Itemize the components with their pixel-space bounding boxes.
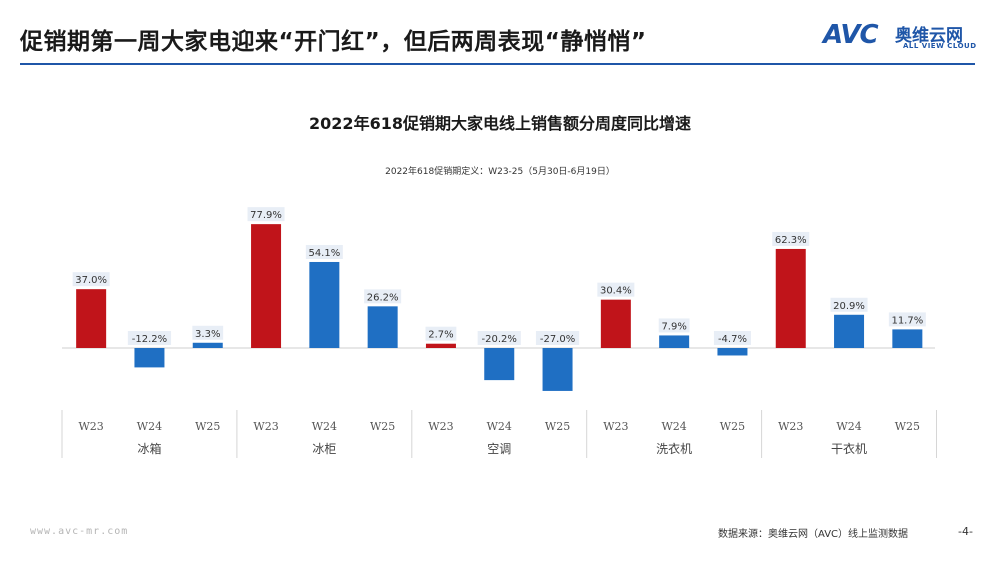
data-label: 26.2%: [367, 292, 399, 303]
bar-冰箱-W25: [192, 342, 223, 348]
logo-cn-text: 奥维云网: [895, 26, 963, 46]
week-tick-label: W25: [195, 420, 220, 433]
data-label-bg: [888, 312, 926, 327]
bar-冰箱-W23: [76, 289, 107, 348]
week-tick-label: W24: [661, 420, 686, 433]
bar-空调-W24: [484, 348, 515, 381]
data-label-bg: [772, 231, 810, 246]
data-label: -4.7%: [718, 334, 747, 345]
data-label: 62.3%: [775, 235, 807, 246]
week-tick-label: W24: [137, 420, 162, 433]
bar-洗衣机-W25: [717, 348, 748, 356]
category-label: 冰箱: [137, 441, 161, 456]
bar-冰柜-W24: [309, 261, 340, 348]
week-tick-label: W24: [312, 420, 337, 433]
week-tick-label: W24: [487, 420, 512, 433]
data-label: 54.1%: [308, 248, 340, 259]
bar-洗衣机-W24: [659, 335, 690, 348]
data-label-bg: [127, 331, 172, 345]
logo-mark: AVC: [823, 20, 879, 50]
bar-干衣机-W24: [834, 314, 865, 348]
data-label-bg: [535, 331, 580, 345]
data-label-bg: [364, 289, 402, 304]
data-label-bg: [477, 331, 521, 345]
data-source: 数据来源：奥维云网（AVC）线上监测数据: [718, 529, 909, 540]
data-label-bg: [192, 325, 224, 340]
week-tick-label: W25: [370, 420, 395, 433]
data-label: 30.4%: [600, 286, 632, 297]
data-label: 20.9%: [833, 301, 865, 312]
week-tick-label: W23: [603, 420, 628, 433]
week-tick-label: W23: [253, 420, 278, 433]
footer-site: www.avc-mr.com: [30, 526, 129, 537]
data-label-bg: [713, 331, 751, 345]
data-label-bg: [305, 244, 343, 259]
bar-空调-W25: [542, 348, 573, 391]
week-tick-label: W25: [545, 420, 570, 433]
category-label: 空调: [487, 442, 511, 456]
data-label-bg: [597, 282, 635, 297]
data-label: 77.9%: [250, 210, 282, 221]
bar-冰箱-W24: [134, 348, 165, 368]
data-label: 3.3%: [195, 329, 220, 340]
data-label-bg: [72, 272, 110, 287]
data-label-bg: [425, 326, 457, 341]
week-tick-label: W25: [720, 420, 745, 433]
header-divider: [20, 63, 975, 65]
data-label: 7.9%: [661, 321, 686, 332]
week-tick-label: W23: [428, 420, 453, 433]
bar-干衣机-W25: [892, 329, 923, 348]
chart-subtitle: 2022年618促销期定义：W23-25（5月30日-6月19日）: [385, 167, 615, 177]
week-tick-label: W25: [895, 420, 920, 433]
bar-空调-W23: [425, 343, 456, 348]
data-label: 37.0%: [75, 275, 107, 286]
week-tick-label: W24: [836, 420, 861, 433]
bar-干衣机-W23: [775, 248, 806, 348]
week-tick-label: W23: [778, 420, 803, 433]
logo-en-text: ALL VIEW CLOUD: [903, 42, 977, 50]
data-label-bg: [658, 318, 690, 333]
data-label: 11.7%: [891, 315, 923, 326]
data-label: -20.2%: [482, 334, 517, 345]
bar-冰柜-W25: [367, 306, 398, 348]
page-number: -4-: [958, 525, 973, 538]
category-label: 洗衣机: [656, 441, 692, 456]
data-label: -27.0%: [540, 334, 575, 345]
category-label: 冰柜: [312, 442, 336, 456]
data-label-bg: [247, 207, 285, 222]
data-label: 2.7%: [428, 330, 453, 341]
page-title: 促销期第一周大家电迎来“开门红”，但后两周表现“静悄悄”: [20, 29, 647, 55]
bar-冰柜-W23: [251, 224, 282, 348]
chart-title: 2022年618促销期大家电线上销售额分周度同比增速: [309, 114, 691, 133]
week-tick-label: W23: [78, 420, 103, 433]
avc-logo: AVC 奥维云网 ALL VIEW CLOUD: [823, 20, 983, 56]
data-label: -12.2%: [132, 334, 167, 345]
data-label-bg: [830, 297, 868, 312]
bar-洗衣机-W23: [600, 299, 631, 348]
category-label: 干衣机: [831, 441, 867, 456]
